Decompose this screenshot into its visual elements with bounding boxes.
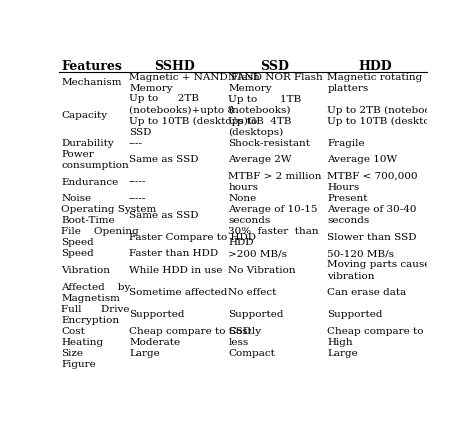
Text: Endurance: Endurance [61,178,118,187]
Text: Compact: Compact [228,349,275,358]
Text: 50-120 MB/s: 50-120 MB/s [328,250,394,258]
Text: Supported: Supported [228,310,284,319]
Text: Average of 10-15
seconds: Average of 10-15 seconds [228,205,318,225]
Text: Cheap compare to SSD: Cheap compare to SSD [129,327,251,336]
Text: Slower than SSD: Slower than SSD [328,233,417,242]
Text: Cheap compare to SSD: Cheap compare to SSD [328,327,449,336]
Text: High: High [328,338,353,347]
Text: Large: Large [328,349,358,358]
Text: Same as SSD: Same as SSD [129,211,199,220]
Text: Same as SSD: Same as SSD [129,156,199,165]
Text: Average of 30-40
seconds: Average of 30-40 seconds [328,205,417,225]
Text: Vibration: Vibration [61,266,110,275]
Text: Mechanism: Mechanism [61,78,122,87]
Text: Durability: Durability [61,139,114,148]
Text: -----: ----- [129,178,146,187]
Text: Operating System
Boot-Time: Operating System Boot-Time [61,205,156,225]
Text: NAND NOR Flash
Memory: NAND NOR Flash Memory [228,73,323,93]
Text: Figure: Figure [61,360,96,369]
Text: Moderate: Moderate [129,338,180,347]
Text: Power
consumption: Power consumption [61,150,129,170]
Text: MTBF > 2 million
hours: MTBF > 2 million hours [228,172,322,192]
Text: Average 10W: Average 10W [328,156,398,165]
Text: -----: ----- [129,194,146,203]
Text: Magnetic rotating
platters: Magnetic rotating platters [328,73,423,93]
Text: Fragile: Fragile [328,139,365,148]
Text: Present: Present [328,194,368,203]
Text: Capacity: Capacity [61,111,107,120]
Text: Average 2W: Average 2W [228,156,292,165]
Text: Supported: Supported [129,310,184,319]
Text: While HDD in use: While HDD in use [129,266,223,275]
Text: Costly: Costly [228,327,261,336]
Text: File    Opening
Speed: File Opening Speed [61,227,139,247]
Text: SSD: SSD [260,60,289,73]
Text: Heating: Heating [61,338,103,347]
Text: Features: Features [62,60,123,73]
Text: Moving parts cause
vibration: Moving parts cause vibration [328,261,431,280]
Text: Supported: Supported [328,310,383,319]
Text: Can erase data: Can erase data [328,288,407,297]
Text: >200 MB/s: >200 MB/s [228,250,287,258]
Text: No effect: No effect [228,288,277,297]
Text: Faster Compare to HDD: Faster Compare to HDD [129,233,256,242]
Text: 30%  faster  than
HDD: 30% faster than HDD [228,227,319,247]
Text: Size: Size [61,349,83,358]
Text: Sometime affected: Sometime affected [129,288,228,297]
Text: HDD: HDD [358,60,392,73]
Text: None: None [228,194,256,203]
Text: Shock-resistant: Shock-resistant [228,139,310,148]
Text: Up to 2TB (notebooks)
Up to 10TB (desktops): Up to 2TB (notebooks) Up to 10TB (deskto… [328,106,447,126]
Text: Full      Drive
Encryption: Full Drive Encryption [61,305,129,325]
Text: Speed: Speed [61,250,94,258]
Text: No Vibration: No Vibration [228,266,296,275]
Text: Cost: Cost [61,327,85,336]
Text: Affected    by
Magnetism: Affected by Magnetism [61,283,130,302]
Text: Up to       1TB
(notebooks)
Up to    4TB
(desktops): Up to 1TB (notebooks) Up to 4TB (desktop… [228,95,301,137]
Text: less: less [228,338,248,347]
Text: Noise: Noise [61,194,91,203]
Text: ----: ---- [129,139,143,148]
Text: Large: Large [129,349,160,358]
Text: Faster than HDD: Faster than HDD [129,250,218,258]
Text: Magnetic + NAND Flash
Memory: Magnetic + NAND Flash Memory [129,73,260,93]
Text: MTBF < 700,000
Hours: MTBF < 700,000 Hours [328,172,418,192]
Text: SSHD: SSHD [155,60,195,73]
Text: Up to      2TB
(notebooks)+upto 8
Up to 10TB (desktops)GB
SSD: Up to 2TB (notebooks)+upto 8 Up to 10TB … [129,94,264,137]
